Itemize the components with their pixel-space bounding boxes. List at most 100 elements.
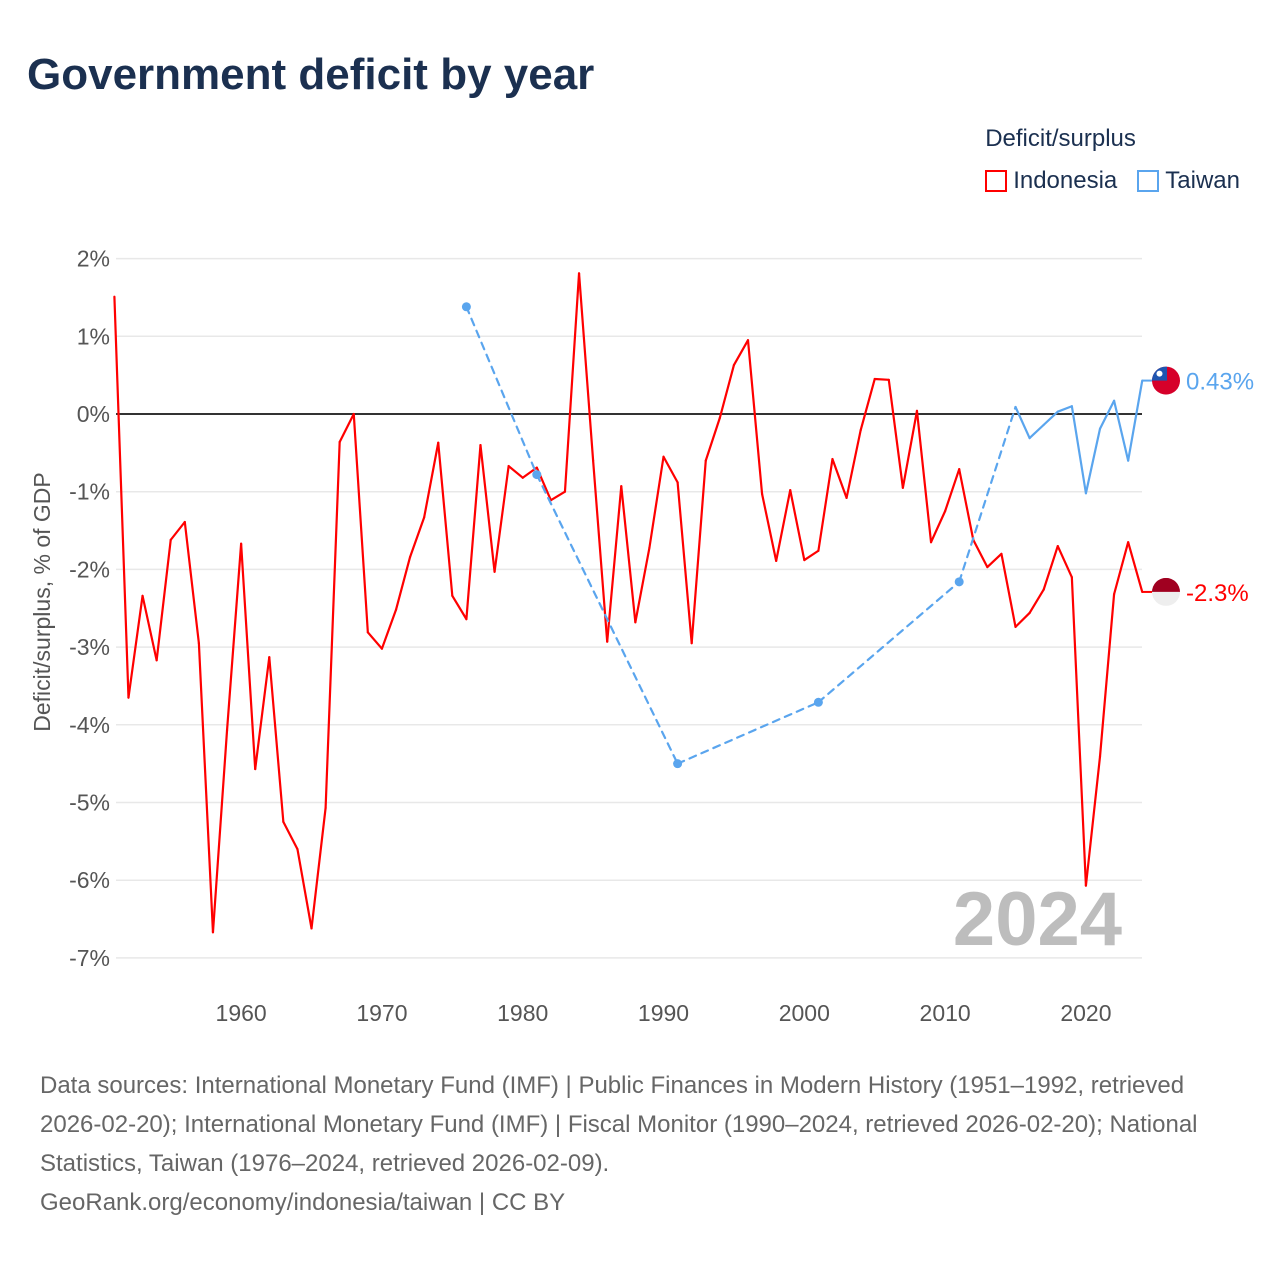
line-segment: [1070, 405, 1088, 495]
line-segment: [225, 542, 243, 732]
x-axis-ticks: 1960 1970 1980 1990 2000 2010 2020: [216, 1000, 1112, 1026]
x-tick-label: 1980: [497, 1000, 548, 1026]
line-segment: [324, 440, 341, 810]
line-segment: [746, 339, 764, 496]
y-tick-label: -1%: [69, 479, 110, 505]
y-axis-label: Deficit/surplus, % of GDP: [29, 472, 55, 731]
flag-red-band: [1152, 577, 1180, 592]
line-segment: [1028, 588, 1045, 615]
line-segment: [1098, 593, 1116, 758]
x-tick-label: 1970: [356, 1000, 407, 1026]
indonesia-flag-icon: [1152, 577, 1180, 606]
line-segment: [901, 409, 919, 489]
y-tick-label: 1%: [77, 323, 110, 349]
line-segment: [662, 455, 679, 484]
line-segment: [507, 464, 524, 479]
line-segment: [1084, 427, 1102, 495]
x-tick-label: 2020: [1060, 1000, 1111, 1026]
line-segment: [803, 549, 820, 562]
line-segment: [254, 656, 271, 771]
line-chart: 2% 1% 0% -1% -2% -3% -4% -5% -6% -7% 1960 1970 1980…: [29, 246, 1254, 1026]
line-segment: [563, 272, 581, 493]
line-segment: [1042, 544, 1059, 591]
line-segment: [1098, 399, 1116, 430]
line-segment: [169, 520, 186, 541]
legend-item-indonesia[interactable]: Indonesia: [985, 167, 1117, 195]
x-tick-label: 2000: [779, 1000, 830, 1026]
line-segment: [676, 481, 693, 645]
line-segment: [479, 443, 496, 573]
line-segment: [986, 552, 1003, 569]
x-tick-label: 2010: [920, 1000, 971, 1026]
flag-sun: [1156, 370, 1163, 377]
line-segment: [296, 848, 313, 930]
line-segment: [972, 538, 989, 569]
line-segment: [437, 441, 454, 597]
line-segment-interpolated: [817, 580, 961, 704]
series-taiwan: [461, 302, 1144, 769]
line-segment: [113, 295, 130, 699]
line-segment: [1127, 541, 1144, 594]
line-segment: [127, 594, 144, 699]
line-segment: [817, 457, 834, 552]
line-segment: [845, 429, 862, 500]
line-segment: [240, 542, 257, 771]
line-segment: [1070, 576, 1088, 887]
data-point: [461, 302, 471, 312]
y-axis-ticks: 2% 1% 0% -1% -2% -3% -4% -5% -6% -7%: [69, 246, 110, 971]
y-tick-label: 2%: [77, 246, 110, 272]
line-segment: [408, 516, 426, 559]
line-segment: [606, 485, 623, 643]
year-watermark: 2024: [953, 877, 1122, 962]
line-segment: [1056, 544, 1073, 579]
y-tick-label: -2%: [69, 556, 110, 582]
chart-title: Government deficit by year: [27, 50, 595, 99]
y-tick-label: -4%: [69, 712, 110, 738]
line-segment: [451, 594, 468, 621]
line-segment: [1000, 552, 1017, 628]
line-segment: [268, 656, 285, 824]
line-segment: [1042, 410, 1059, 426]
line-segment: [944, 468, 961, 513]
taiwan-flag-icon: [1152, 366, 1180, 395]
y-tick-label: -6%: [69, 867, 110, 893]
line-segment: [366, 631, 384, 650]
line-segment: [592, 459, 609, 643]
line-segment-interpolated: [958, 405, 1017, 583]
line-segment: [155, 538, 172, 662]
line-segment: [775, 489, 792, 562]
y-tick-label: -3%: [69, 634, 110, 660]
data-point: [954, 577, 964, 587]
y-tick-label: 0%: [77, 401, 110, 427]
line-segment: [1056, 405, 1073, 413]
line-segment: [352, 412, 369, 634]
line-segment: [1014, 611, 1031, 628]
line-segment: [887, 378, 904, 489]
line-segment: [690, 459, 707, 645]
line-segment: [1028, 423, 1045, 440]
line-segment: [929, 510, 947, 544]
line-segment: [577, 272, 595, 462]
line-segment: [873, 377, 890, 381]
line-segment: [634, 546, 651, 624]
line-segment: [620, 485, 637, 624]
legend-item-taiwan[interactable]: Taiwan: [1137, 167, 1240, 195]
x-tick-label: 1990: [638, 1000, 689, 1026]
end-label-indonesia: -2.3%: [1186, 580, 1249, 607]
line-segment-interpolated: [465, 305, 538, 476]
credit-link[interactable]: GeoRank.org/economy/indonesia/taiwan | C…: [40, 1189, 566, 1216]
data-point: [532, 470, 542, 480]
gridlines: [116, 257, 1142, 959]
line-segment: [211, 729, 229, 934]
data-point: [813, 697, 823, 707]
line-segment: [197, 642, 215, 934]
y-tick-label: -7%: [69, 945, 110, 971]
line-segment: [718, 363, 736, 419]
line-segment: [732, 339, 750, 367]
legend-label: Indonesia: [1013, 167, 1118, 194]
line-segment: [282, 820, 299, 851]
line-segment: [704, 416, 721, 462]
end-label-taiwan: 0.43%: [1186, 369, 1254, 396]
data-sources: Data sources: International Monetary Fun…: [40, 1072, 1198, 1177]
data-point: [673, 759, 683, 769]
